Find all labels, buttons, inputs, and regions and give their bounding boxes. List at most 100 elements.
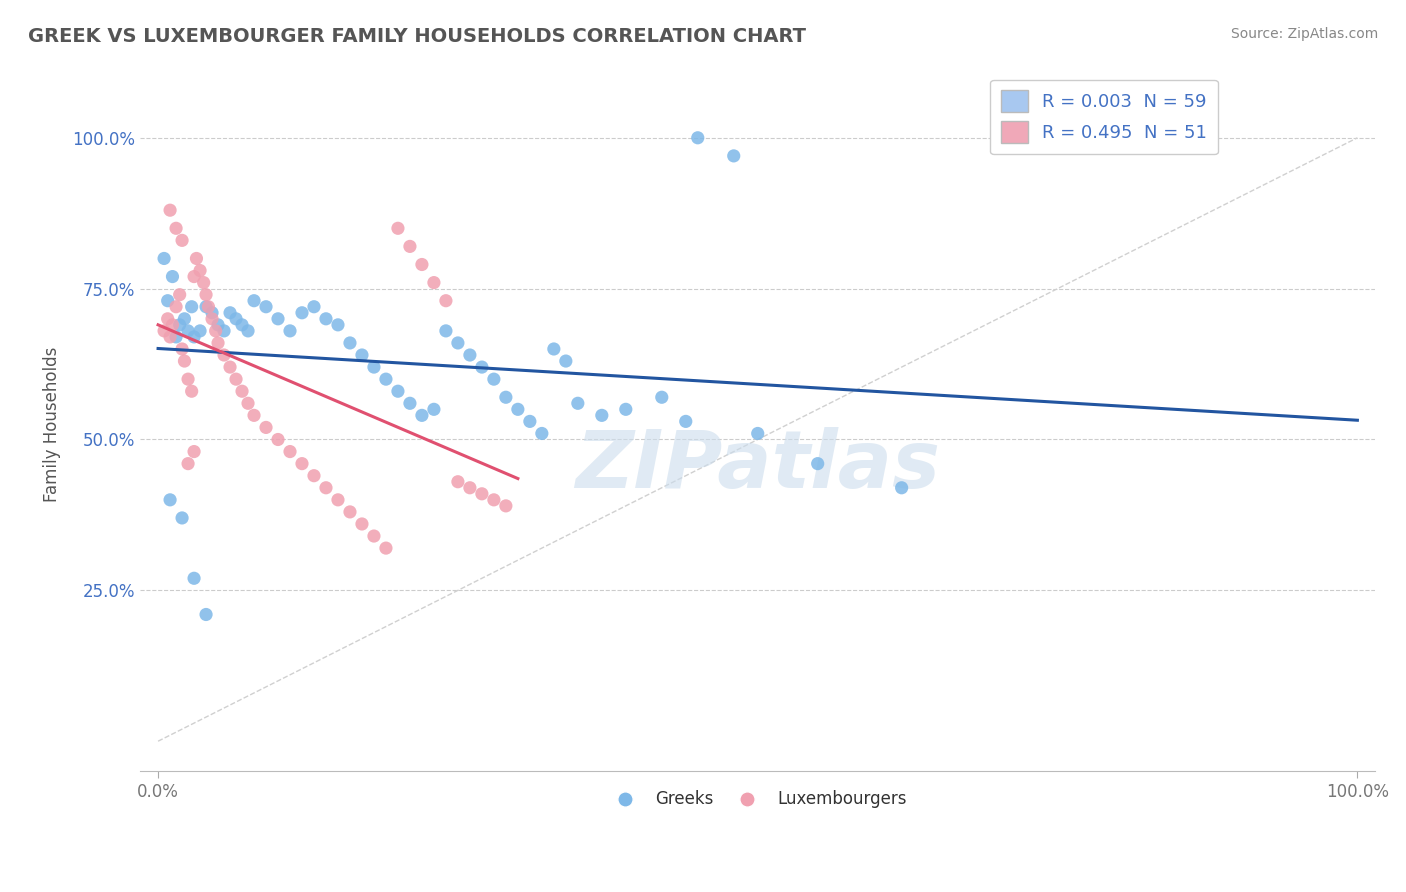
Point — [434, 324, 457, 338]
Point — [339, 335, 361, 350]
Point — [350, 348, 373, 362]
Point — [363, 529, 385, 543]
Point — [254, 420, 277, 434]
Point — [350, 516, 373, 531]
Point — [159, 203, 181, 218]
Point — [890, 481, 912, 495]
Point — [375, 372, 398, 386]
Point — [482, 372, 505, 386]
Point — [195, 300, 218, 314]
Point — [212, 324, 235, 338]
Point — [591, 409, 613, 423]
Point — [225, 311, 247, 326]
Point — [543, 342, 565, 356]
Point — [482, 492, 505, 507]
Point — [399, 396, 422, 410]
Point — [197, 300, 219, 314]
Point — [207, 335, 229, 350]
Point — [315, 481, 337, 495]
Point — [567, 396, 589, 410]
Point — [506, 402, 529, 417]
Point — [243, 409, 266, 423]
Point — [747, 426, 769, 441]
Point — [495, 390, 517, 404]
Legend: Greeks, Luxembourgers: Greeks, Luxembourgers — [602, 784, 914, 815]
Point — [375, 541, 398, 555]
Point — [156, 311, 179, 326]
Point — [458, 481, 481, 495]
Point — [204, 324, 226, 338]
Point — [207, 318, 229, 332]
Point — [339, 505, 361, 519]
Point — [219, 306, 242, 320]
Point — [315, 311, 337, 326]
Point — [302, 468, 325, 483]
Point — [177, 457, 200, 471]
Point — [170, 342, 193, 356]
Point — [675, 414, 697, 428]
Point — [471, 360, 494, 375]
Point — [183, 330, 205, 344]
Point — [423, 276, 446, 290]
Point — [278, 444, 301, 458]
Point — [651, 390, 673, 404]
Point — [177, 372, 200, 386]
Point — [180, 300, 202, 314]
Point — [387, 221, 409, 235]
Point — [180, 384, 202, 399]
Point — [153, 324, 176, 338]
Point — [723, 149, 745, 163]
Point — [173, 311, 195, 326]
Point — [554, 354, 576, 368]
Point — [225, 372, 247, 386]
Text: ZIPatlas: ZIPatlas — [575, 427, 941, 505]
Point — [267, 433, 290, 447]
Point — [326, 492, 349, 507]
Point — [183, 269, 205, 284]
Point — [173, 354, 195, 368]
Point — [363, 360, 385, 375]
Point — [188, 324, 211, 338]
Point — [169, 318, 191, 332]
Point — [183, 444, 205, 458]
Point — [177, 324, 200, 338]
Point — [162, 269, 184, 284]
Point — [188, 263, 211, 277]
Point — [162, 318, 184, 332]
Point — [530, 426, 553, 441]
Point — [219, 360, 242, 375]
Point — [519, 414, 541, 428]
Point — [254, 300, 277, 314]
Point — [169, 287, 191, 301]
Point — [807, 457, 830, 471]
Point — [411, 258, 433, 272]
Point — [165, 300, 187, 314]
Text: GREEK VS LUXEMBOURGER FAMILY HOUSEHOLDS CORRELATION CHART: GREEK VS LUXEMBOURGER FAMILY HOUSEHOLDS … — [28, 27, 806, 45]
Point — [195, 607, 218, 622]
Point — [471, 487, 494, 501]
Point — [387, 384, 409, 399]
Point — [231, 318, 253, 332]
Point — [291, 457, 314, 471]
Point — [156, 293, 179, 308]
Point — [195, 287, 218, 301]
Point — [686, 130, 709, 145]
Point — [447, 475, 470, 489]
Point — [183, 571, 205, 585]
Point — [201, 306, 224, 320]
Point — [236, 324, 259, 338]
Point — [434, 293, 457, 308]
Point — [231, 384, 253, 399]
Point — [278, 324, 301, 338]
Point — [165, 330, 187, 344]
Point — [447, 335, 470, 350]
Point — [243, 293, 266, 308]
Point — [193, 276, 215, 290]
Y-axis label: Family Households: Family Households — [44, 347, 60, 502]
Point — [170, 233, 193, 247]
Point — [165, 221, 187, 235]
Point — [159, 492, 181, 507]
Point — [153, 252, 176, 266]
Point — [291, 306, 314, 320]
Point — [201, 311, 224, 326]
